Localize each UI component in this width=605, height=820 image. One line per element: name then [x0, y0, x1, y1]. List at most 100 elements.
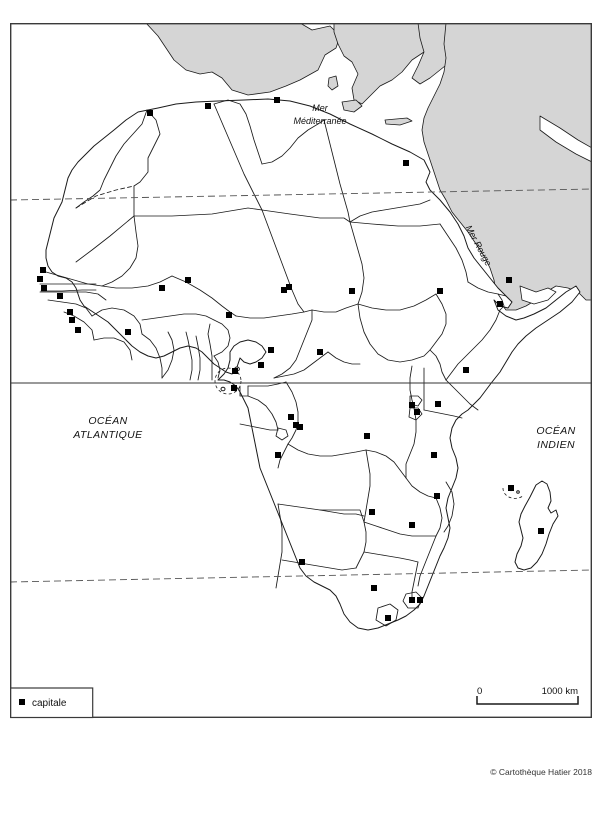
border-nigeria-west — [213, 355, 221, 379]
map-body: OCÉAN ATLANTIQUE OCÉAN INDIEN Mer Médite… — [10, 23, 592, 631]
border-southafrica-mozambique — [411, 561, 419, 601]
border-ethiopia-somalia — [445, 309, 501, 381]
border-botswana-south — [281, 559, 357, 571]
border-zambia-east — [435, 497, 443, 537]
capital-marker — [349, 288, 355, 294]
border-morocco-algeria — [133, 109, 161, 187]
persian-gulf-water — [539, 115, 592, 163]
capital-marker — [159, 285, 165, 291]
border-chad-car — [311, 303, 359, 313]
border-swaziland — [402, 591, 423, 609]
capital-marker — [231, 385, 237, 391]
ocean-atlantic-label-line2: ATLANTIQUE — [72, 429, 143, 441]
capital-marker — [226, 312, 232, 318]
comoros-island-b — [516, 490, 520, 494]
capital-marker — [414, 409, 420, 415]
legend: capitale — [10, 687, 94, 719]
capital-marker — [403, 160, 409, 166]
arabia-levant-landmass — [421, 23, 592, 311]
border-burkina-east — [213, 319, 231, 357]
border-kenya-somalia — [445, 379, 479, 411]
capital-marker — [409, 597, 415, 603]
capital-marker — [293, 422, 299, 428]
border-drc-east — [405, 407, 417, 479]
border-caprivi — [319, 509, 365, 517]
border-eqguinea — [239, 385, 249, 397]
capital-marker — [297, 424, 303, 430]
capital-marker — [409, 402, 415, 408]
crete-island — [384, 117, 413, 126]
border-zimbabwe-south — [363, 551, 419, 563]
scale-bar-line — [476, 696, 579, 705]
capital-marker — [288, 414, 294, 420]
sicily-island — [341, 99, 363, 113]
border-angola-east — [363, 449, 371, 523]
capital-marker — [75, 327, 81, 333]
capital-marker — [317, 349, 323, 355]
capital-marker — [205, 103, 211, 109]
border-algeria-east — [213, 103, 263, 211]
border-morocco — [75, 109, 148, 209]
capital-marker — [497, 301, 503, 307]
capital-marker — [417, 597, 423, 603]
border-ghana-east — [185, 331, 193, 381]
border-libya-south — [261, 209, 351, 223]
capital-marker — [232, 368, 238, 374]
border-niger-chad — [261, 209, 305, 313]
border-mauritania-east — [101, 215, 139, 287]
border-ghana-west — [161, 331, 175, 379]
border-namibia-east — [275, 503, 283, 589]
border-cabinda — [275, 427, 289, 441]
sao-tome-eez-dashed — [214, 367, 242, 395]
legend-capital-marker-icon — [19, 699, 25, 705]
capital-marker — [268, 347, 274, 353]
border-car-drc — [327, 351, 361, 365]
tropic-of-capricorn-line — [10, 569, 592, 583]
capital-marker — [364, 433, 370, 439]
capital-marker — [385, 615, 391, 621]
border-liberia — [93, 337, 133, 361]
capital-marker — [41, 285, 47, 291]
capital-marker — [409, 522, 415, 528]
capital-marker — [69, 317, 75, 323]
border-algeria-south — [133, 207, 263, 217]
capital-marker — [435, 401, 441, 407]
mediterranean-sea-label-line1: Mer — [312, 103, 329, 113]
capital-marker — [434, 493, 440, 499]
capital-marker — [437, 288, 443, 294]
capital-marker — [275, 452, 281, 458]
capital-marker — [371, 585, 377, 591]
border-mozambique-west — [417, 535, 437, 587]
map-frame — [9, 23, 592, 718]
iberia-landmass — [146, 23, 341, 96]
border-mauritania-south — [45, 271, 103, 287]
capital-marker — [431, 452, 437, 458]
madagascar-island — [514, 480, 559, 571]
border-libya-east — [323, 119, 351, 223]
capital-marker — [274, 97, 280, 103]
capital-marker — [508, 485, 514, 491]
border-sudan-eritrea — [439, 223, 469, 283]
border-angola-south — [277, 503, 365, 523]
country-borders — [39, 99, 507, 627]
border-ethiopia-kenya — [429, 349, 447, 381]
border-guineabissau — [47, 299, 93, 317]
capital-marker — [369, 509, 375, 515]
border-southsudan-ethiopia — [429, 293, 447, 351]
border-gabon-congo — [247, 395, 279, 431]
border-drc-south — [287, 443, 407, 479]
border-botswana-east — [355, 521, 367, 569]
border-western-sahara-east — [75, 185, 135, 263]
capital-marker — [286, 284, 292, 290]
capital-marker — [67, 309, 73, 315]
border-togo — [195, 335, 201, 381]
capital-marker — [538, 528, 544, 534]
surrounding-landmasses — [146, 23, 592, 311]
capital-markers-layer — [37, 97, 544, 621]
capital-marker — [299, 559, 305, 565]
ocean-indian-label-line2: INDIEN — [537, 439, 575, 451]
border-mauritania-mali — [101, 275, 173, 289]
border-congo-drc — [285, 381, 299, 445]
